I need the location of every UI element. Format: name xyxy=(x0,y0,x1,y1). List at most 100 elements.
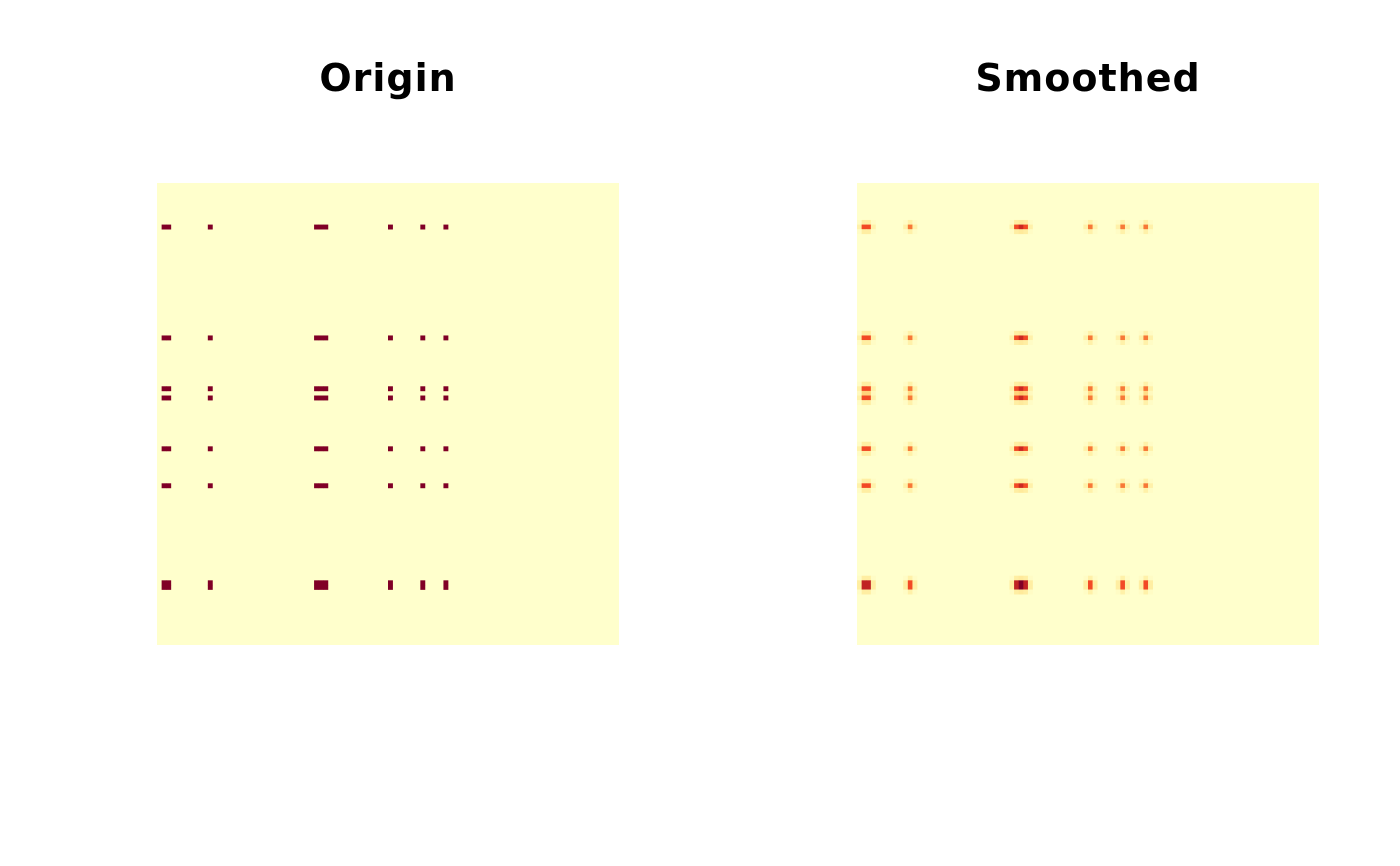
heatmap-cell xyxy=(1018,340,1024,345)
heatmap-cell xyxy=(912,483,918,489)
heatmap-cell xyxy=(1018,580,1024,586)
heatmap-cell xyxy=(1120,224,1126,230)
heatmap-cell xyxy=(1138,584,1144,590)
heatmap-cell xyxy=(1092,580,1098,586)
heatmap-cell xyxy=(1088,219,1093,225)
heatmap-cell xyxy=(1014,483,1019,489)
heatmap-cell xyxy=(912,446,918,452)
heatmap-cell xyxy=(1148,478,1153,484)
heatmap-cell xyxy=(1027,386,1033,392)
heatmap-cell xyxy=(1092,478,1098,484)
heatmap-cell xyxy=(166,386,172,392)
heatmap-cell xyxy=(166,395,172,401)
heatmap-cell xyxy=(861,390,867,396)
heatmap-cell xyxy=(1092,483,1098,489)
heatmap-cell xyxy=(1092,219,1098,225)
heatmap-cell xyxy=(161,224,167,230)
heatmap-cell xyxy=(1027,229,1033,235)
heatmap-cell xyxy=(1018,386,1024,392)
heatmap-cell xyxy=(870,229,876,235)
heatmap-cell xyxy=(903,229,909,235)
heatmap-cell xyxy=(1115,219,1121,225)
heatmap-cell xyxy=(1009,381,1015,387)
heatmap-cell xyxy=(1009,446,1015,452)
heatmap-cell xyxy=(443,386,449,392)
heatmap-cell xyxy=(1009,330,1015,336)
heatmap-cell xyxy=(420,395,426,401)
heatmap-cell xyxy=(323,483,329,489)
heatmap-cell xyxy=(166,580,172,586)
heatmap-cell xyxy=(1143,589,1149,595)
heatmap-cell xyxy=(443,224,449,230)
heatmap-cell xyxy=(1088,575,1093,581)
heatmap-cell xyxy=(443,446,449,452)
heatmap-cell xyxy=(1018,478,1024,484)
heatmap-cell xyxy=(1143,580,1149,586)
heatmap-cell xyxy=(1124,589,1130,595)
heatmap-cell xyxy=(1088,580,1093,586)
heatmap-cell xyxy=(1027,487,1033,493)
heatmap-cell xyxy=(1083,340,1089,345)
heatmap-cell xyxy=(870,400,876,406)
heatmap-cell xyxy=(1120,575,1126,581)
heatmap-cell xyxy=(870,386,876,392)
heatmap-cell xyxy=(1143,335,1149,341)
heatmap-cell xyxy=(1120,335,1126,341)
heatmap-cell xyxy=(907,478,913,484)
heatmap-cell xyxy=(1092,390,1098,396)
heatmap-cell xyxy=(907,487,913,493)
heatmap-cell xyxy=(912,400,918,406)
heatmap-cell xyxy=(870,395,876,401)
heatmap-cell xyxy=(861,589,867,595)
heatmap-cell xyxy=(912,229,918,235)
heatmap-cell xyxy=(323,446,329,452)
heatmap-cell xyxy=(1120,580,1126,586)
heatmap-cell xyxy=(861,487,867,493)
heatmap-cell xyxy=(1143,381,1149,387)
heatmap-cell xyxy=(420,335,426,341)
heatmap-cell xyxy=(1018,400,1024,406)
heatmap-cell xyxy=(866,229,872,235)
heatmap-cell xyxy=(314,483,319,489)
heatmap-cell xyxy=(1124,335,1130,341)
heatmap-cell xyxy=(388,395,393,401)
heatmap-cell xyxy=(1027,219,1033,225)
heatmap-cell xyxy=(1088,229,1093,235)
heatmap-cell xyxy=(912,330,918,336)
heatmap-cell xyxy=(1120,340,1126,345)
heatmap-cell xyxy=(443,580,449,586)
heatmap-cell xyxy=(207,483,213,489)
heatmap-cell xyxy=(1083,219,1089,225)
heatmap-cell xyxy=(1143,441,1149,447)
heatmap-cell xyxy=(1027,340,1033,345)
heatmap-cell xyxy=(1138,229,1144,235)
heatmap-cell xyxy=(388,584,393,590)
heatmap-cell xyxy=(903,487,909,493)
heatmap-cell xyxy=(314,446,319,452)
heatmap-cell xyxy=(1138,335,1144,341)
heatmap-cell xyxy=(1115,386,1121,392)
heatmap-cell xyxy=(1083,584,1089,590)
heatmap-cell xyxy=(903,446,909,452)
heatmap-cell xyxy=(861,575,867,581)
heatmap-cell xyxy=(1083,224,1089,230)
heatmap-cell xyxy=(907,335,913,341)
heatmap-cell xyxy=(857,589,862,595)
heatmap-cell xyxy=(1124,219,1130,225)
heatmap-cell xyxy=(912,478,918,484)
heatmap-cell xyxy=(1014,219,1019,225)
heatmap-cell xyxy=(318,335,324,341)
heatmap-cell xyxy=(1143,340,1149,345)
heatmap-cell xyxy=(857,219,862,225)
heatmap-cell xyxy=(1088,381,1093,387)
heatmap-cell xyxy=(1148,224,1153,230)
heatmap-cell xyxy=(1014,589,1019,595)
heatmap-cell xyxy=(1018,483,1024,489)
heatmap-cell xyxy=(1027,335,1033,341)
heatmap-cell xyxy=(1083,478,1089,484)
heatmap-cell xyxy=(866,589,872,595)
heatmap-cell xyxy=(1115,390,1121,396)
heatmap-cell xyxy=(1027,580,1033,586)
heatmap-cell xyxy=(1124,381,1130,387)
heatmap-cell xyxy=(866,335,872,341)
